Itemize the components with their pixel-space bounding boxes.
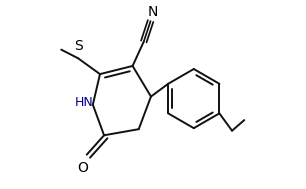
Text: HN: HN [74, 96, 93, 109]
Text: N: N [148, 5, 158, 19]
Text: O: O [78, 161, 88, 175]
Text: S: S [75, 39, 83, 53]
